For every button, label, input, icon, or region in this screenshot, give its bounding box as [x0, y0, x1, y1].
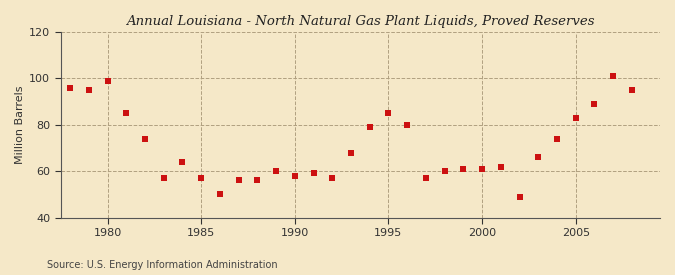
Point [252, 178, 263, 183]
Point [589, 102, 600, 106]
Point [84, 88, 95, 92]
Point [215, 192, 225, 197]
Point [290, 174, 300, 178]
Point [570, 116, 581, 120]
Point [159, 176, 169, 180]
Point [196, 176, 207, 180]
Title: Annual Louisiana - North Natural Gas Plant Liquids, Proved Reserves: Annual Louisiana - North Natural Gas Pla… [126, 15, 595, 28]
Point [551, 136, 562, 141]
Point [514, 194, 525, 199]
Y-axis label: Million Barrels: Million Barrels [15, 86, 25, 164]
Point [383, 111, 394, 115]
Point [65, 86, 76, 90]
Point [271, 169, 281, 173]
Point [477, 167, 487, 171]
Point [402, 123, 412, 127]
Point [327, 176, 338, 180]
Point [140, 136, 151, 141]
Point [102, 78, 113, 83]
Point [608, 74, 618, 78]
Point [177, 160, 188, 164]
Point [308, 171, 319, 176]
Point [234, 178, 244, 183]
Point [421, 176, 431, 180]
Point [458, 167, 468, 171]
Text: Source: U.S. Energy Information Administration: Source: U.S. Energy Information Administ… [47, 260, 278, 270]
Point [439, 169, 450, 173]
Point [495, 164, 506, 169]
Point [533, 155, 543, 160]
Point [626, 88, 637, 92]
Point [346, 150, 356, 155]
Point [364, 125, 375, 129]
Point [121, 111, 132, 115]
